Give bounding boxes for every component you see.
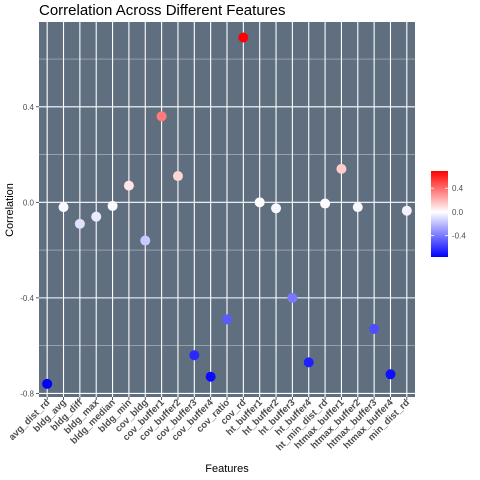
data-point-ht_buffer4 [303,357,314,368]
legend-tick-label: -0.4 [452,232,466,241]
data-point-avg_dist_rd [42,378,53,389]
data-point-cov_buffer4 [205,371,216,382]
data-point-cov_buffer3 [189,350,200,361]
data-point-min_dist_rd [401,205,412,216]
data-point-cov_buffer1 [156,111,167,122]
data-point-cov_bldg [140,235,151,246]
data-points [42,32,412,389]
data-point-ht_buffer3 [287,292,298,303]
x-axis-ticks: avg_dist_rdbldg_avgbldg_diffbldg_maxbldg… [7,397,412,454]
data-point-ht_buffer2 [271,203,282,214]
data-point-cov_ratio [222,314,232,325]
data-point-htmax_buffer4 [385,369,396,380]
legend-tick-label: 0.0 [452,208,464,217]
y-tick-label: -0.8 [20,389,34,398]
legend-tick-label: 0.4 [452,184,464,193]
y-axis-title: Correlation [4,183,16,237]
data-point-htmax_buffer2 [352,202,363,213]
data-point-bldg_diff [74,218,85,229]
y-tick-label: -0.4 [20,294,34,303]
data-point-cov_rd [238,32,249,43]
chart-title: Correlation Across Different Features [39,2,286,19]
data-point-htmax_buffer3 [369,323,380,334]
y-tick-label: 0.4 [23,103,35,112]
color-legend: 0.4 0.0 -0.4 [431,171,466,257]
legend-colorbar [431,171,448,257]
data-point-ht_buffer1 [254,197,265,208]
data-point-bldg_min [123,180,134,191]
data-point-cov_buffer2 [172,171,183,182]
data-point-ht_min_dist_rd [320,198,331,209]
y-axis-ticks: -0.8 -0.4 0.0 0.4 [20,103,39,398]
data-point-bldg_avg [58,202,69,213]
y-tick-label: 0.0 [23,198,35,207]
data-point-bldg_median [107,200,118,211]
data-point-htmax_buffer1 [336,163,347,174]
data-point-bldg_max [91,211,102,222]
x-axis-title: Features [205,463,249,475]
